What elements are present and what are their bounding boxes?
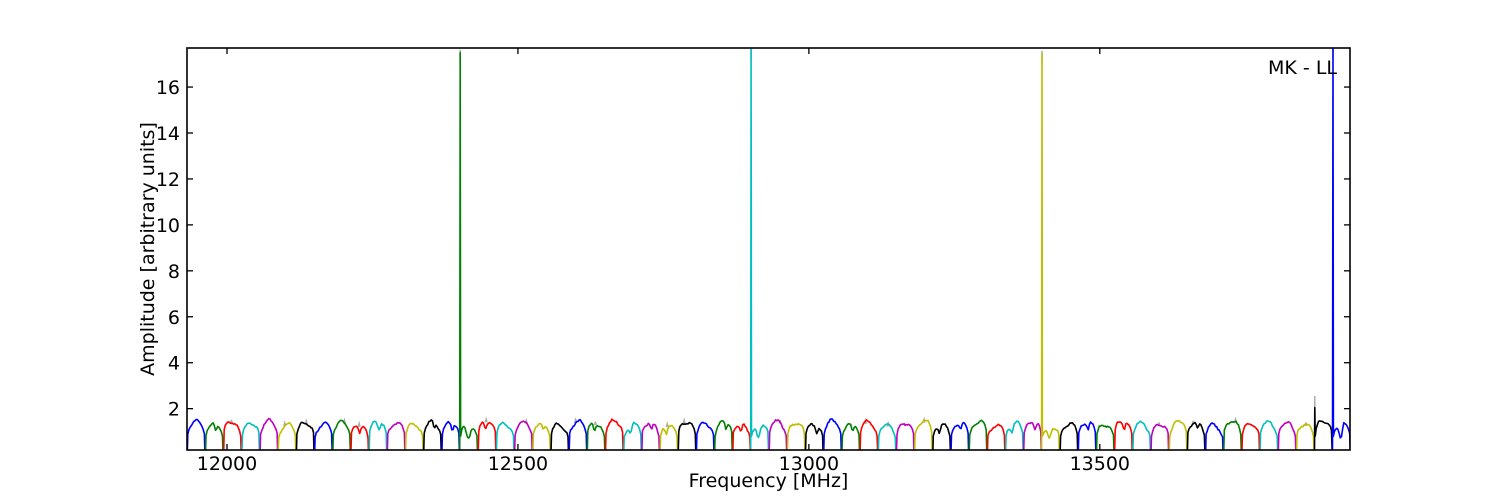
subband-trace [841,422,861,450]
subband-trace [877,423,897,450]
subband-trace [1186,421,1206,450]
subband-trace [732,423,752,450]
subband-traces [187,48,1350,450]
subband-trace [204,421,224,450]
subband-trace [786,422,806,450]
subband-trace [568,418,588,450]
baseline-annotation: MK - LL [1268,57,1337,79]
subband-trace [1132,420,1152,450]
subband-trace [1168,419,1188,450]
subband-trace [859,419,879,450]
subband-trace [1095,424,1115,450]
subband-trace [659,424,679,450]
subband-trace [495,421,515,450]
subband-trace [222,421,242,450]
gray-cap [682,417,686,424]
y-tick-label: 16 [156,77,180,99]
y-tick-label: 8 [168,261,180,283]
subband-trace [1295,423,1315,450]
subband-trace [1313,406,1333,450]
subband-trace [623,421,643,450]
x-tick-label: 12500 [488,453,548,475]
subband-trace [332,419,352,450]
subband-trace [950,421,970,450]
x-tick-label: 13000 [779,453,839,475]
subband-trace [768,419,788,450]
subband-trace [368,420,388,450]
subband-trace [1150,423,1170,450]
gray-cap [593,421,597,426]
gray-cap [229,419,233,424]
ticks [187,48,1350,450]
subband-trace [968,419,988,450]
subband-trace [1059,421,1079,450]
y-tick-label: 14 [156,123,180,145]
y-tick-label: 4 [168,353,180,375]
subband-trace [441,420,461,450]
subband-trace [313,421,333,450]
x-axis-title: Frequency [MHz] [688,470,849,492]
subband-trace [1241,422,1261,450]
subband-trace [259,417,279,450]
y-tick-label: 10 [156,215,180,237]
subband-trace [386,421,406,450]
subband-trace [1040,52,1061,450]
subband-trace [241,422,261,450]
subband-trace [1259,420,1279,450]
subband-trace [677,421,697,450]
subband-trace [586,422,606,450]
subband-trace [895,422,915,450]
gray-cap [357,420,361,427]
subband-trace [1277,420,1297,450]
y-tick-label: 6 [168,307,180,329]
subband-trace [641,422,661,450]
subband-trace [1077,421,1097,450]
subband-trace [604,418,624,450]
subband-trace [187,418,206,450]
subband-trace [295,421,315,450]
subband-trace [1113,421,1133,450]
subband-trace [1004,420,1024,450]
y-tick-label: 2 [168,399,180,421]
plot-area [187,48,1350,450]
plot-border [186,47,1351,451]
subband-trace [1222,420,1243,450]
tick-labels: 12000 12500 13000 13500 2 4 6 8 10 12 14 16 [156,77,1130,475]
subband-trace [532,422,552,450]
subband-trace [932,423,952,450]
y-tick-label: 12 [156,169,180,191]
subband-trace [350,425,370,450]
subband-trace [277,421,297,450]
gray-cap [665,420,669,428]
subband-trace [1022,421,1043,450]
subband-trace [913,419,933,450]
subband-trace [477,421,497,450]
subband-trace [1331,48,1350,450]
subband-trace [458,51,479,450]
gray-cap [484,416,488,423]
x-tick-label: 12000 [197,453,257,475]
x-tick-label: 13500 [1070,453,1130,475]
subband-trace [513,420,533,450]
subband-trace [1204,422,1224,450]
subband-trace [404,422,424,450]
subband-trace [713,419,733,450]
subband-trace [695,421,715,450]
subband-trace [550,422,570,450]
subband-trace [422,419,442,450]
subband-trace [822,418,843,450]
subband-trace [749,48,770,450]
gray-cap [886,420,890,427]
gray-reference-traces [229,48,1334,428]
subband-trace [804,422,824,450]
subband-trace [986,423,1006,450]
y-axis-title: Amplitude [arbitrary units] [137,122,159,376]
